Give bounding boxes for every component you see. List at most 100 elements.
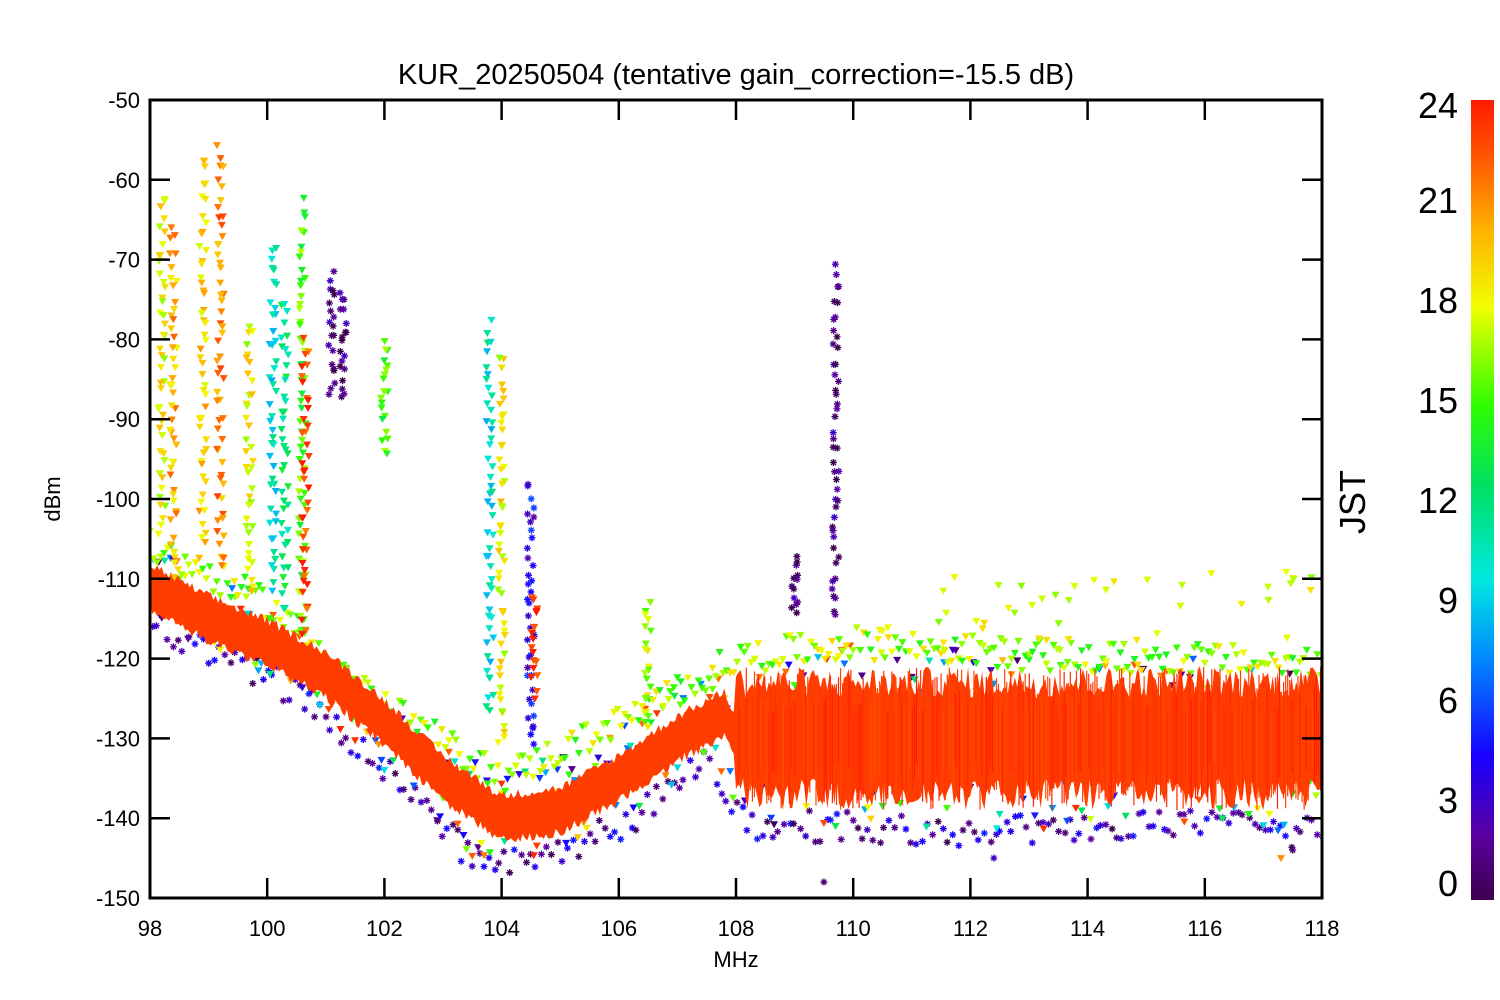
data-point — [340, 390, 348, 398]
data-point — [258, 586, 267, 594]
data-point — [213, 517, 222, 525]
data-point — [304, 397, 313, 405]
data-point — [265, 519, 274, 527]
data-point — [1179, 658, 1188, 666]
data-point — [898, 639, 907, 647]
data-point — [824, 651, 833, 659]
data-point — [167, 381, 176, 389]
data-point — [629, 804, 638, 812]
data-point — [242, 515, 251, 523]
data-point — [518, 752, 527, 760]
data-point — [244, 529, 253, 537]
data-point — [1077, 807, 1086, 815]
data-point — [297, 390, 306, 398]
data-point — [497, 640, 506, 648]
data-point — [450, 758, 459, 766]
data-point — [835, 282, 843, 290]
data-point — [1276, 822, 1284, 830]
data-point — [676, 678, 685, 686]
data-point — [529, 686, 537, 694]
data-point — [1178, 581, 1187, 589]
data-point — [780, 820, 788, 828]
y-tick-label: -130 — [96, 726, 140, 751]
x-tick-label: 100 — [249, 916, 286, 941]
data-point — [939, 646, 948, 654]
data-point — [530, 623, 539, 631]
data-point — [838, 647, 847, 655]
data-point — [407, 796, 415, 804]
data-point — [156, 493, 165, 501]
data-point — [530, 513, 538, 521]
data-point — [683, 674, 692, 682]
data-point — [496, 696, 505, 704]
data-point — [483, 339, 492, 347]
data-point — [831, 594, 839, 602]
data-point — [244, 329, 253, 337]
data-point — [1077, 647, 1086, 655]
data-point — [828, 523, 836, 531]
data-point — [221, 651, 229, 659]
data-point — [558, 857, 566, 865]
data-point — [835, 636, 844, 644]
data-point — [832, 390, 840, 398]
data-point — [1155, 653, 1164, 661]
data-point — [974, 836, 982, 844]
data-point — [527, 644, 536, 652]
data-point — [712, 673, 721, 681]
data-point — [1274, 827, 1283, 835]
data-point — [990, 854, 998, 862]
data-point — [567, 729, 576, 737]
data-point — [529, 852, 538, 860]
data-point — [498, 413, 507, 421]
data-point — [754, 640, 763, 648]
data-point — [155, 252, 164, 260]
data-point — [197, 279, 206, 287]
data-point — [902, 825, 910, 833]
data-point — [1064, 597, 1073, 605]
data-point — [532, 747, 541, 755]
data-point — [1039, 652, 1048, 660]
data-point — [929, 831, 937, 839]
data-point — [840, 660, 849, 668]
colorbar — [1471, 100, 1494, 900]
data-point — [922, 823, 931, 831]
data-point — [515, 771, 524, 779]
data-point — [611, 828, 619, 836]
data-point — [790, 574, 798, 582]
data-point — [550, 763, 559, 771]
data-point — [827, 816, 835, 824]
data-point — [522, 771, 531, 779]
data-point — [218, 510, 227, 518]
data-point — [641, 719, 650, 727]
data-point — [527, 730, 535, 738]
data-point — [279, 697, 287, 705]
data-point — [1149, 822, 1157, 830]
data-point — [386, 758, 394, 766]
data-point — [833, 400, 841, 408]
data-point — [325, 390, 333, 398]
data-point — [295, 455, 304, 463]
data-point — [1063, 658, 1072, 666]
data-point — [792, 654, 801, 662]
data-point — [829, 458, 837, 466]
data-point — [156, 379, 165, 387]
data-point — [248, 377, 257, 385]
data-point — [242, 448, 251, 456]
data-point — [314, 640, 323, 648]
data-point — [641, 623, 650, 631]
data-point — [280, 319, 289, 327]
data-point — [330, 267, 338, 275]
data-point — [160, 550, 169, 558]
data-point — [1176, 810, 1184, 818]
data-point — [506, 869, 514, 877]
data-point — [641, 611, 650, 619]
data-point — [197, 460, 206, 468]
data-point — [249, 679, 257, 687]
data-point — [465, 755, 474, 763]
data-point — [530, 740, 538, 748]
data-point — [242, 463, 251, 471]
data-point — [272, 358, 281, 366]
data-point — [298, 429, 307, 437]
data-point — [156, 553, 165, 561]
data-point — [1035, 819, 1043, 827]
